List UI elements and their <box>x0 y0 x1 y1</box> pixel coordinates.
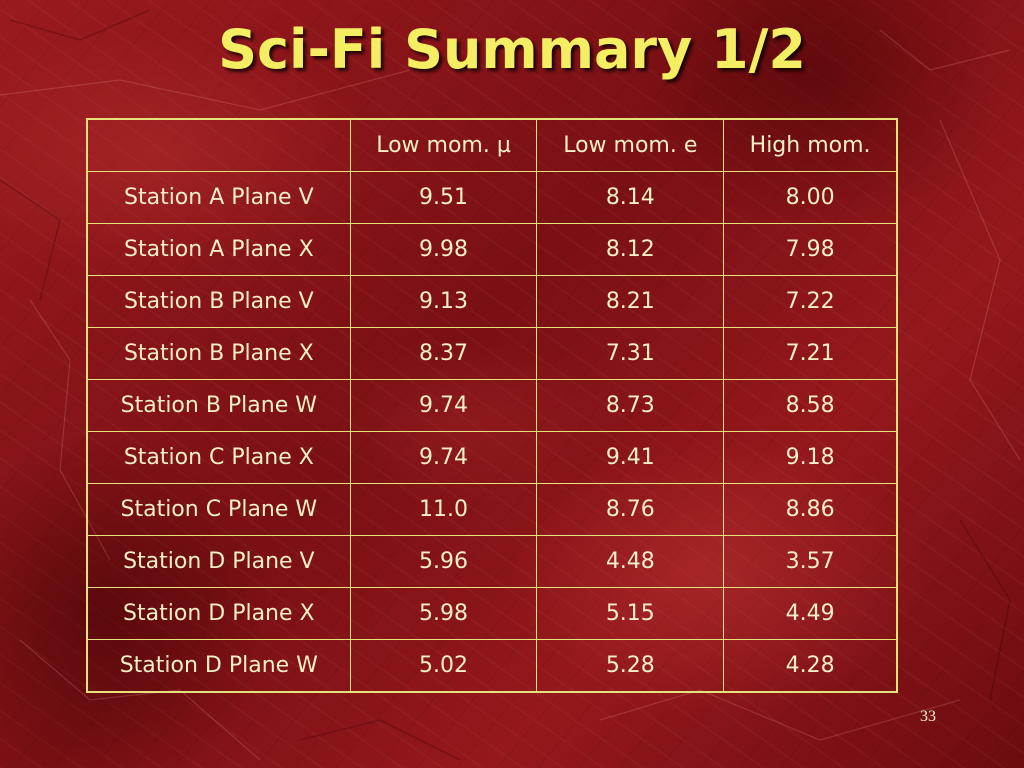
row-label: Station C Plane W <box>86 483 351 536</box>
cell-low-mom-mu: 9.74 <box>349 431 538 484</box>
cell-low-mom-mu: 5.98 <box>349 587 538 640</box>
cell-high-mom: 8.86 <box>723 483 898 536</box>
cell-high-mom: 8.00 <box>723 171 898 224</box>
table-row: Station B Plane X 8.37 7.31 7.21 <box>86 327 898 380</box>
row-label: Station D Plane X <box>86 587 351 640</box>
cell-low-mom-e: 8.14 <box>536 171 725 224</box>
cell-low-mom-e: 9.41 <box>536 431 725 484</box>
cell-low-mom-mu: 9.98 <box>349 223 538 276</box>
cell-low-mom-mu: 5.96 <box>349 535 538 588</box>
row-label: Station A Plane V <box>86 171 351 224</box>
cell-low-mom-e: 8.12 <box>536 223 725 276</box>
cell-low-mom-mu: 9.13 <box>349 275 538 328</box>
cell-high-mom: 7.22 <box>723 275 898 328</box>
cell-low-mom-mu: 9.74 <box>349 379 538 432</box>
cell-low-mom-e: 8.73 <box>536 379 725 432</box>
table-header-row: Low mom. µ Low mom. e High mom. <box>86 118 898 172</box>
row-label: Station B Plane X <box>86 327 351 380</box>
header-cell-blank <box>86 118 351 172</box>
cell-low-mom-e: 5.15 <box>536 587 725 640</box>
cell-high-mom: 7.98 <box>723 223 898 276</box>
row-label: Station B Plane W <box>86 379 351 432</box>
cell-high-mom: 4.28 <box>723 639 898 693</box>
table-row: Station A Plane V 9.51 8.14 8.00 <box>86 171 898 224</box>
row-label: Station D Plane W <box>86 639 351 693</box>
table-row: Station C Plane W 11.0 8.76 8.86 <box>86 483 898 536</box>
table-row: Station A Plane X 9.98 8.12 7.98 <box>86 223 898 276</box>
cell-low-mom-e: 7.31 <box>536 327 725 380</box>
cell-high-mom: 8.58 <box>723 379 898 432</box>
table-row: Station D Plane W 5.02 5.28 4.28 <box>86 639 898 693</box>
table-row: Station D Plane X 5.98 5.15 4.49 <box>86 587 898 640</box>
header-low-mom-mu: Low mom. µ <box>349 118 538 172</box>
cell-low-mom-e: 4.48 <box>536 535 725 588</box>
header-low-mom-e: Low mom. e <box>536 118 725 172</box>
cell-low-mom-mu: 5.02 <box>349 639 538 693</box>
cell-low-mom-e: 5.28 <box>536 639 725 693</box>
row-label: Station B Plane V <box>86 275 351 328</box>
cell-low-mom-e: 8.76 <box>536 483 725 536</box>
header-high-mom: High mom. <box>723 118 898 172</box>
results-table: Low mom. µ Low mom. e High mom. Station … <box>86 118 898 693</box>
cell-high-mom: 4.49 <box>723 587 898 640</box>
row-label: Station C Plane X <box>86 431 351 484</box>
cell-low-mom-mu: 11.0 <box>349 483 538 536</box>
table-row: Station B Plane W 9.74 8.73 8.58 <box>86 379 898 432</box>
table-row: Station B Plane V 9.13 8.21 7.22 <box>86 275 898 328</box>
cell-low-mom-e: 8.21 <box>536 275 725 328</box>
table-row: Station D Plane V 5.96 4.48 3.57 <box>86 535 898 588</box>
slide-title: Sci-Fi Summary 1/2 <box>218 18 806 81</box>
cell-low-mom-mu: 9.51 <box>349 171 538 224</box>
table-row: Station C Plane X 9.74 9.41 9.18 <box>86 431 898 484</box>
cell-high-mom: 9.18 <box>723 431 898 484</box>
cell-low-mom-mu: 8.37 <box>349 327 538 380</box>
row-label: Station A Plane X <box>86 223 351 276</box>
cell-high-mom: 7.21 <box>723 327 898 380</box>
cell-high-mom: 3.57 <box>723 535 898 588</box>
row-label: Station D Plane V <box>86 535 351 588</box>
slide-number: 33 <box>920 708 936 725</box>
